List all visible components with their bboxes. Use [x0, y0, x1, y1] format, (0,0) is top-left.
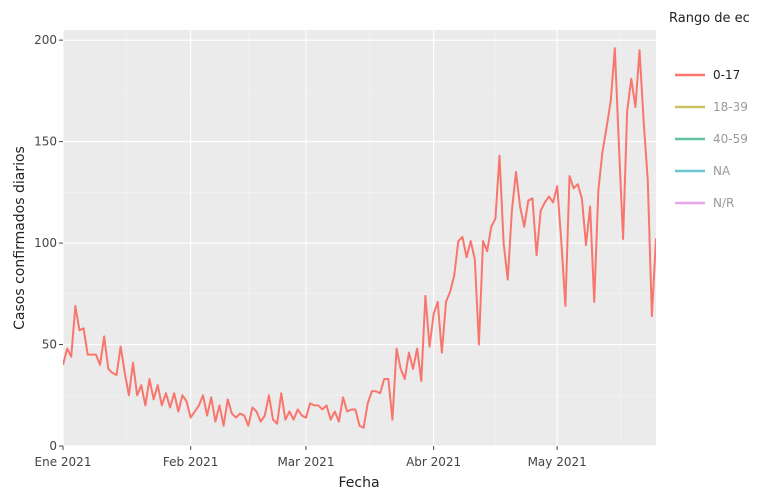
x-tick-label: May 2021: [528, 455, 587, 469]
series-layer: [63, 47, 656, 429]
x-tick-label: Abr 2021: [406, 455, 461, 469]
x-tick-label: Feb 2021: [163, 455, 219, 469]
legend-label: 0-17: [713, 68, 740, 82]
y-tick-label: 200: [34, 33, 57, 47]
legend-item[interactable]: 0-17: [675, 68, 740, 82]
x-tick-label: Mar 2021: [277, 455, 334, 469]
x-axis: Ene 2021 Feb 2021 Mar 2021 Abr 2021 May 2021: [35, 446, 587, 469]
y-axis-title: Casos confirmados diarios: [12, 146, 28, 330]
legend-label: NA: [713, 164, 731, 178]
y-axis: 0 50 100 150 200: [34, 33, 63, 453]
legend-items: 0-17 18-39 40-59 NA N/R: [675, 68, 748, 210]
legend-item[interactable]: 40-59: [675, 132, 748, 146]
legend-item[interactable]: 18-39: [675, 100, 748, 114]
y-tick-label: 100: [34, 236, 57, 250]
series-line-0-17: [63, 47, 656, 429]
legend-label: 40-59: [713, 132, 748, 146]
x-axis-title: Fecha: [338, 475, 379, 491]
legend-item[interactable]: NA: [675, 164, 731, 178]
legend-item[interactable]: N/R: [675, 196, 734, 210]
legend-label: N/R: [713, 196, 734, 210]
x-tick-label: Ene 2021: [35, 455, 92, 469]
legend-label: 18-39: [713, 100, 748, 114]
y-tick-label: 50: [42, 338, 57, 352]
legend-title: Rango de ec: [669, 11, 750, 26]
legend: Rango de ec 0-17 18-39 40-59 NA N/R: [669, 11, 750, 210]
y-tick-label: 0: [49, 439, 57, 453]
y-tick-label: 150: [34, 135, 57, 149]
